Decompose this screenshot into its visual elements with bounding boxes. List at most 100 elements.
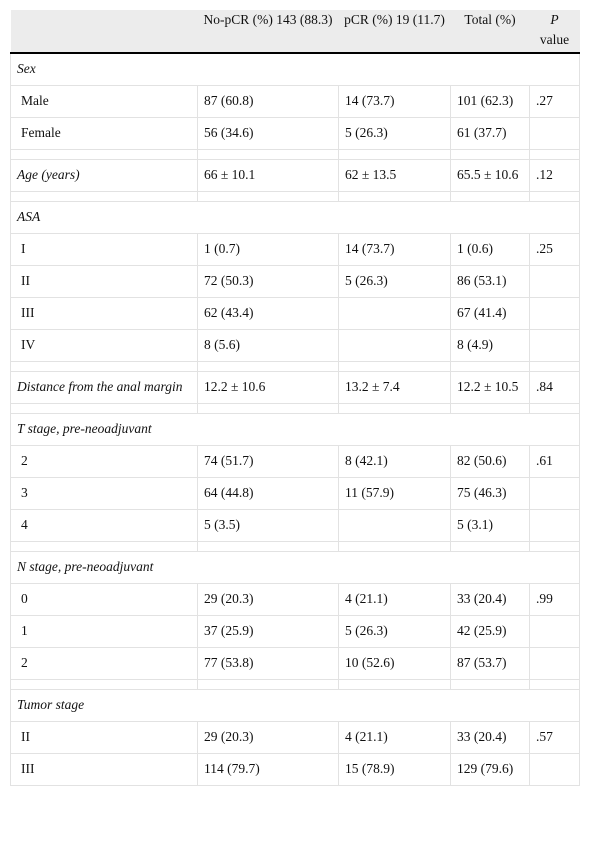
spacer-row [10, 191, 580, 202]
header-symbol: P [550, 12, 559, 27]
spacer-cell [450, 541, 530, 552]
cell: 86 (53.1) [450, 265, 530, 298]
spacer-cell [450, 679, 530, 690]
cell [529, 753, 580, 786]
cell [338, 329, 451, 362]
table-body: Sex Male 87 (60.8) 14 (73.7) 101 (62.3) .27 Fe… [10, 52, 580, 786]
spacer-cell [197, 541, 339, 552]
row-label: II [10, 721, 198, 754]
section-row: Age (years) 66 ± 10.1 62 ± 13.5 65.5 ± 10.6… [10, 159, 580, 192]
spacer-cell [338, 149, 451, 160]
cell: 8 (5.6) [197, 329, 339, 362]
spacer-cell [529, 679, 580, 690]
cell: 87 (53.7) [450, 647, 530, 680]
data-table: No-pCR (%) 143 (88.3) pCR (%) 19 (11.7) To… [10, 10, 580, 786]
spacer-row [10, 679, 580, 690]
spacer-cell [450, 149, 530, 160]
row-label: III [10, 297, 198, 330]
section-label: T stage, pre-neoadjuvant [10, 413, 580, 446]
data-row: 0 29 (20.3) 4 (21.1) 33 (20.4) .99 [10, 583, 580, 616]
cell: 29 (20.3) [197, 583, 339, 616]
data-row: III 114 (79.7) 15 (78.9) 129 (79.6) [10, 753, 580, 786]
cell: .99 [529, 583, 580, 616]
spacer-cell [450, 403, 530, 414]
cell: 37 (25.9) [197, 615, 339, 648]
spacer-cell [338, 541, 451, 552]
row-label: Female [10, 117, 198, 150]
spacer-row [10, 541, 580, 552]
section-row: T stage, pre-neoadjuvant [10, 413, 580, 446]
cell: 12.2 ± 10.6 [197, 371, 339, 404]
cell: 101 (62.3) [450, 85, 530, 118]
cell: 15 (78.9) [338, 753, 451, 786]
data-row: IV 8 (5.6) 8 (4.9) [10, 329, 580, 362]
spacer-cell [197, 149, 339, 160]
cell: .57 [529, 721, 580, 754]
row-label: I [10, 233, 198, 266]
spacer-cell [197, 679, 339, 690]
header-cell: pCR (%) 19 (11.7) [338, 10, 451, 54]
cell: 5 (3.1) [450, 509, 530, 542]
cell [529, 509, 580, 542]
spacer-cell [197, 361, 339, 372]
data-row: 1 37 (25.9) 5 (26.3) 42 (25.9) [10, 615, 580, 648]
header-cell: No-pCR (%) 143 (88.3) [197, 10, 339, 54]
spacer-cell [10, 403, 198, 414]
cell: 77 (53.8) [197, 647, 339, 680]
spacer-cell [450, 361, 530, 372]
cell: 72 (50.3) [197, 265, 339, 298]
spacer-cell [10, 149, 198, 160]
cell [529, 265, 580, 298]
section-row: Sex [10, 52, 580, 86]
section-label: N stage, pre-neoadjuvant [10, 551, 580, 584]
cell [338, 297, 451, 330]
section-row: ASA [10, 201, 580, 234]
cell: 82 (50.6) [450, 445, 530, 478]
spacer-cell [450, 191, 530, 202]
cell: 1 (0.7) [197, 233, 339, 266]
cell: 1 (0.6) [450, 233, 530, 266]
cell: 4 (21.1) [338, 583, 451, 616]
data-row: 2 74 (51.7) 8 (42.1) 82 (50.6) .61 [10, 445, 580, 478]
cell: 33 (20.4) [450, 583, 530, 616]
cell: 11 (57.9) [338, 477, 451, 510]
cell: 66 ± 10.1 [197, 159, 339, 192]
cell: .61 [529, 445, 580, 478]
spacer-row [10, 361, 580, 372]
section-label: Tumor stage [10, 689, 580, 722]
cell: 87 (60.8) [197, 85, 339, 118]
cell [529, 615, 580, 648]
data-row: Female 56 (34.6) 5 (26.3) 61 (37.7) [10, 117, 580, 150]
cell: .12 [529, 159, 580, 192]
section-row: Tumor stage [10, 689, 580, 722]
data-row: 3 64 (44.8) 11 (57.9) 75 (46.3) [10, 477, 580, 510]
spacer-cell [338, 679, 451, 690]
header-cell [10, 10, 198, 54]
cell: 56 (34.6) [197, 117, 339, 150]
row-label: 2 [10, 647, 198, 680]
cell: 8 (42.1) [338, 445, 451, 478]
cell: 62 (43.4) [197, 297, 339, 330]
section-row: N stage, pre-neoadjuvant [10, 551, 580, 584]
spacer-cell [197, 403, 339, 414]
cell: 12.2 ± 10.5 [450, 371, 530, 404]
cell: 62 ± 13.5 [338, 159, 451, 192]
cell: 10 (52.6) [338, 647, 451, 680]
spacer-cell [338, 403, 451, 414]
row-label: IV [10, 329, 198, 362]
cell: 5 (3.5) [197, 509, 339, 542]
header-row: No-pCR (%) 143 (88.3) pCR (%) 19 (11.7) To… [10, 10, 580, 54]
row-label: III [10, 753, 198, 786]
cell: 65.5 ± 10.6 [450, 159, 530, 192]
cell: 5 (26.3) [338, 265, 451, 298]
cell: 74 (51.7) [197, 445, 339, 478]
data-row: II 29 (20.3) 4 (21.1) 33 (20.4) .57 [10, 721, 580, 754]
cell [529, 647, 580, 680]
spacer-cell [10, 679, 198, 690]
row-label: II [10, 265, 198, 298]
spacer-cell [338, 191, 451, 202]
row-label: 1 [10, 615, 198, 648]
cell: 114 (79.7) [197, 753, 339, 786]
table-header: No-pCR (%) 143 (88.3) pCR (%) 19 (11.7) To… [10, 10, 580, 54]
spacer-row [10, 149, 580, 160]
